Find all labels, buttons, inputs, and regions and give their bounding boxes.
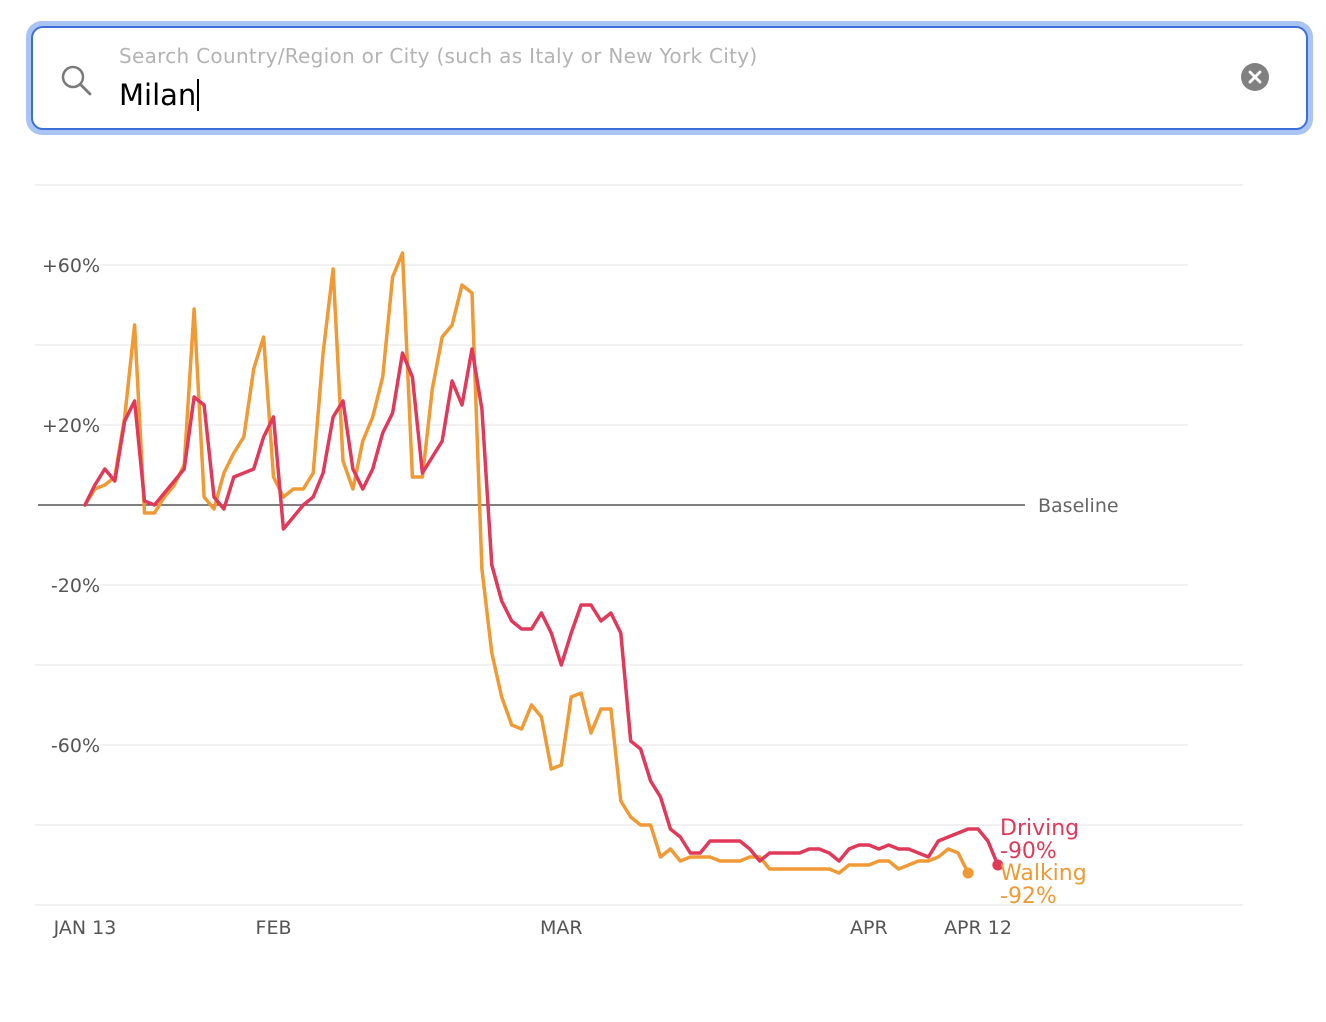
y-tick-label: -60% (51, 735, 100, 757)
mobility-chart: +60% +20% -20% -60% Baseline JAN 13 FEB MAR APR A… (35, 184, 1243, 939)
search-input-value: Milan (119, 78, 197, 112)
search-placeholder: Search Country/Region or City (such as I… (119, 44, 758, 68)
y-tick-label: -20% (51, 575, 100, 597)
clear-circle-icon[interactable] (1240, 62, 1270, 92)
x-tick-label: APR (850, 917, 888, 939)
walking-end-point (962, 867, 974, 879)
x-tick-label: FEB (256, 917, 292, 939)
y-tick-label: +60% (42, 255, 100, 277)
search-box[interactable]: Search Country/Region or City (such as I… (31, 26, 1308, 130)
baseline-label: Baseline (1038, 495, 1119, 517)
driving-end-value: -90% (1000, 839, 1057, 864)
driving-line (83, 347, 1000, 867)
search-focus-ring: Search Country/Region or City (such as I… (26, 21, 1313, 135)
text-caret (197, 79, 200, 111)
x-tick-label: APR 12 (944, 917, 1012, 939)
walking-end-value: -92% (1000, 884, 1057, 909)
x-tick-label: MAR (540, 917, 583, 939)
y-tick-label: +20% (42, 415, 100, 437)
search-icon (61, 65, 92, 96)
x-tick-label: JAN 13 (53, 917, 117, 939)
search-input[interactable]: Milan (119, 78, 200, 112)
driving-end-label: Driving (1000, 816, 1079, 841)
walking-end-label: Walking (1000, 861, 1087, 886)
driving-end-point (992, 859, 1004, 871)
walking-line (83, 251, 970, 875)
